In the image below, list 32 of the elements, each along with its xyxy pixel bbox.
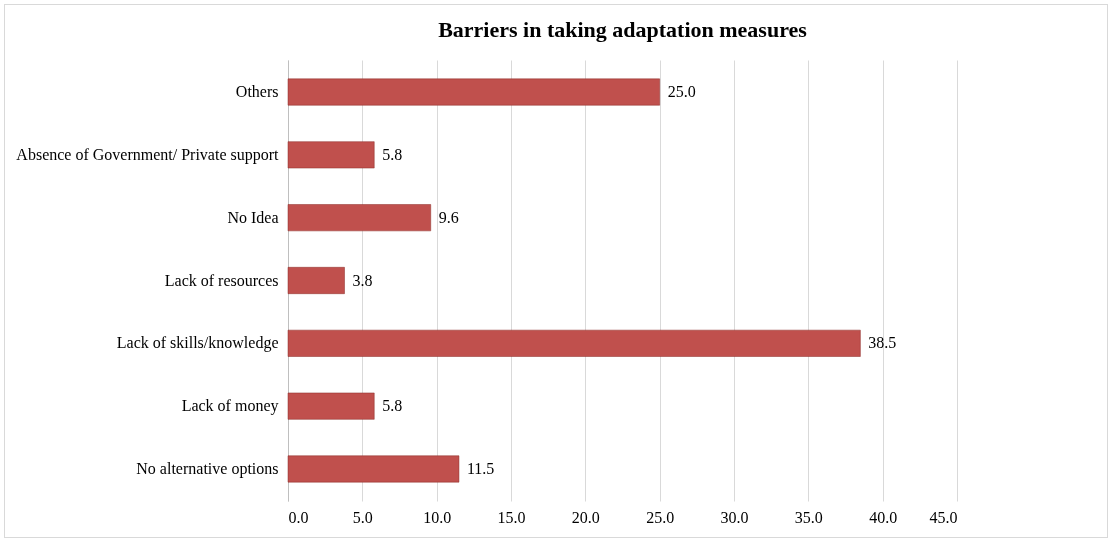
x-tick-label: 35.0	[794, 508, 823, 526]
y-tick-label: No Idea	[227, 208, 279, 226]
y-tick-label: No alternative options	[136, 459, 279, 478]
x-tick-label: 15.0	[497, 508, 526, 526]
data-label: 3.8	[352, 271, 373, 289]
y-tick-label: Lack of resources	[164, 271, 279, 289]
bar	[287, 267, 345, 294]
x-tick-label: 20.0	[571, 508, 600, 526]
data-label: 11.5	[466, 459, 495, 477]
x-tick-label: 40.0	[869, 508, 898, 526]
chart-title: Barriers in taking adaptation measures	[438, 17, 808, 42]
bar	[287, 329, 861, 357]
y-tick-label: Others	[235, 83, 279, 101]
data-label: 25.0	[667, 83, 696, 101]
x-tick-label: 25.0	[646, 508, 675, 526]
x-tick-label: 45.0	[929, 508, 958, 526]
x-tick-label: 5.0	[352, 508, 373, 526]
bar	[287, 455, 460, 483]
bar	[287, 78, 660, 106]
x-tick-label: 0.0	[288, 508, 309, 526]
bar	[287, 392, 375, 420]
data-label: 9.6	[438, 208, 459, 226]
x-tick-label: 30.0	[720, 508, 749, 526]
bar	[287, 204, 431, 232]
data-label: 38.5	[868, 334, 897, 352]
y-tick-label: Lack of skills/knowledge	[116, 334, 279, 353]
data-label: 5.8	[382, 145, 403, 163]
x-tick-label: 10.0	[423, 508, 452, 526]
y-tick-label: Absence of Government/ Private support	[16, 145, 280, 164]
y-tick-label: Lack of money	[181, 397, 279, 416]
bar	[287, 141, 375, 169]
data-label: 5.8	[382, 397, 403, 415]
